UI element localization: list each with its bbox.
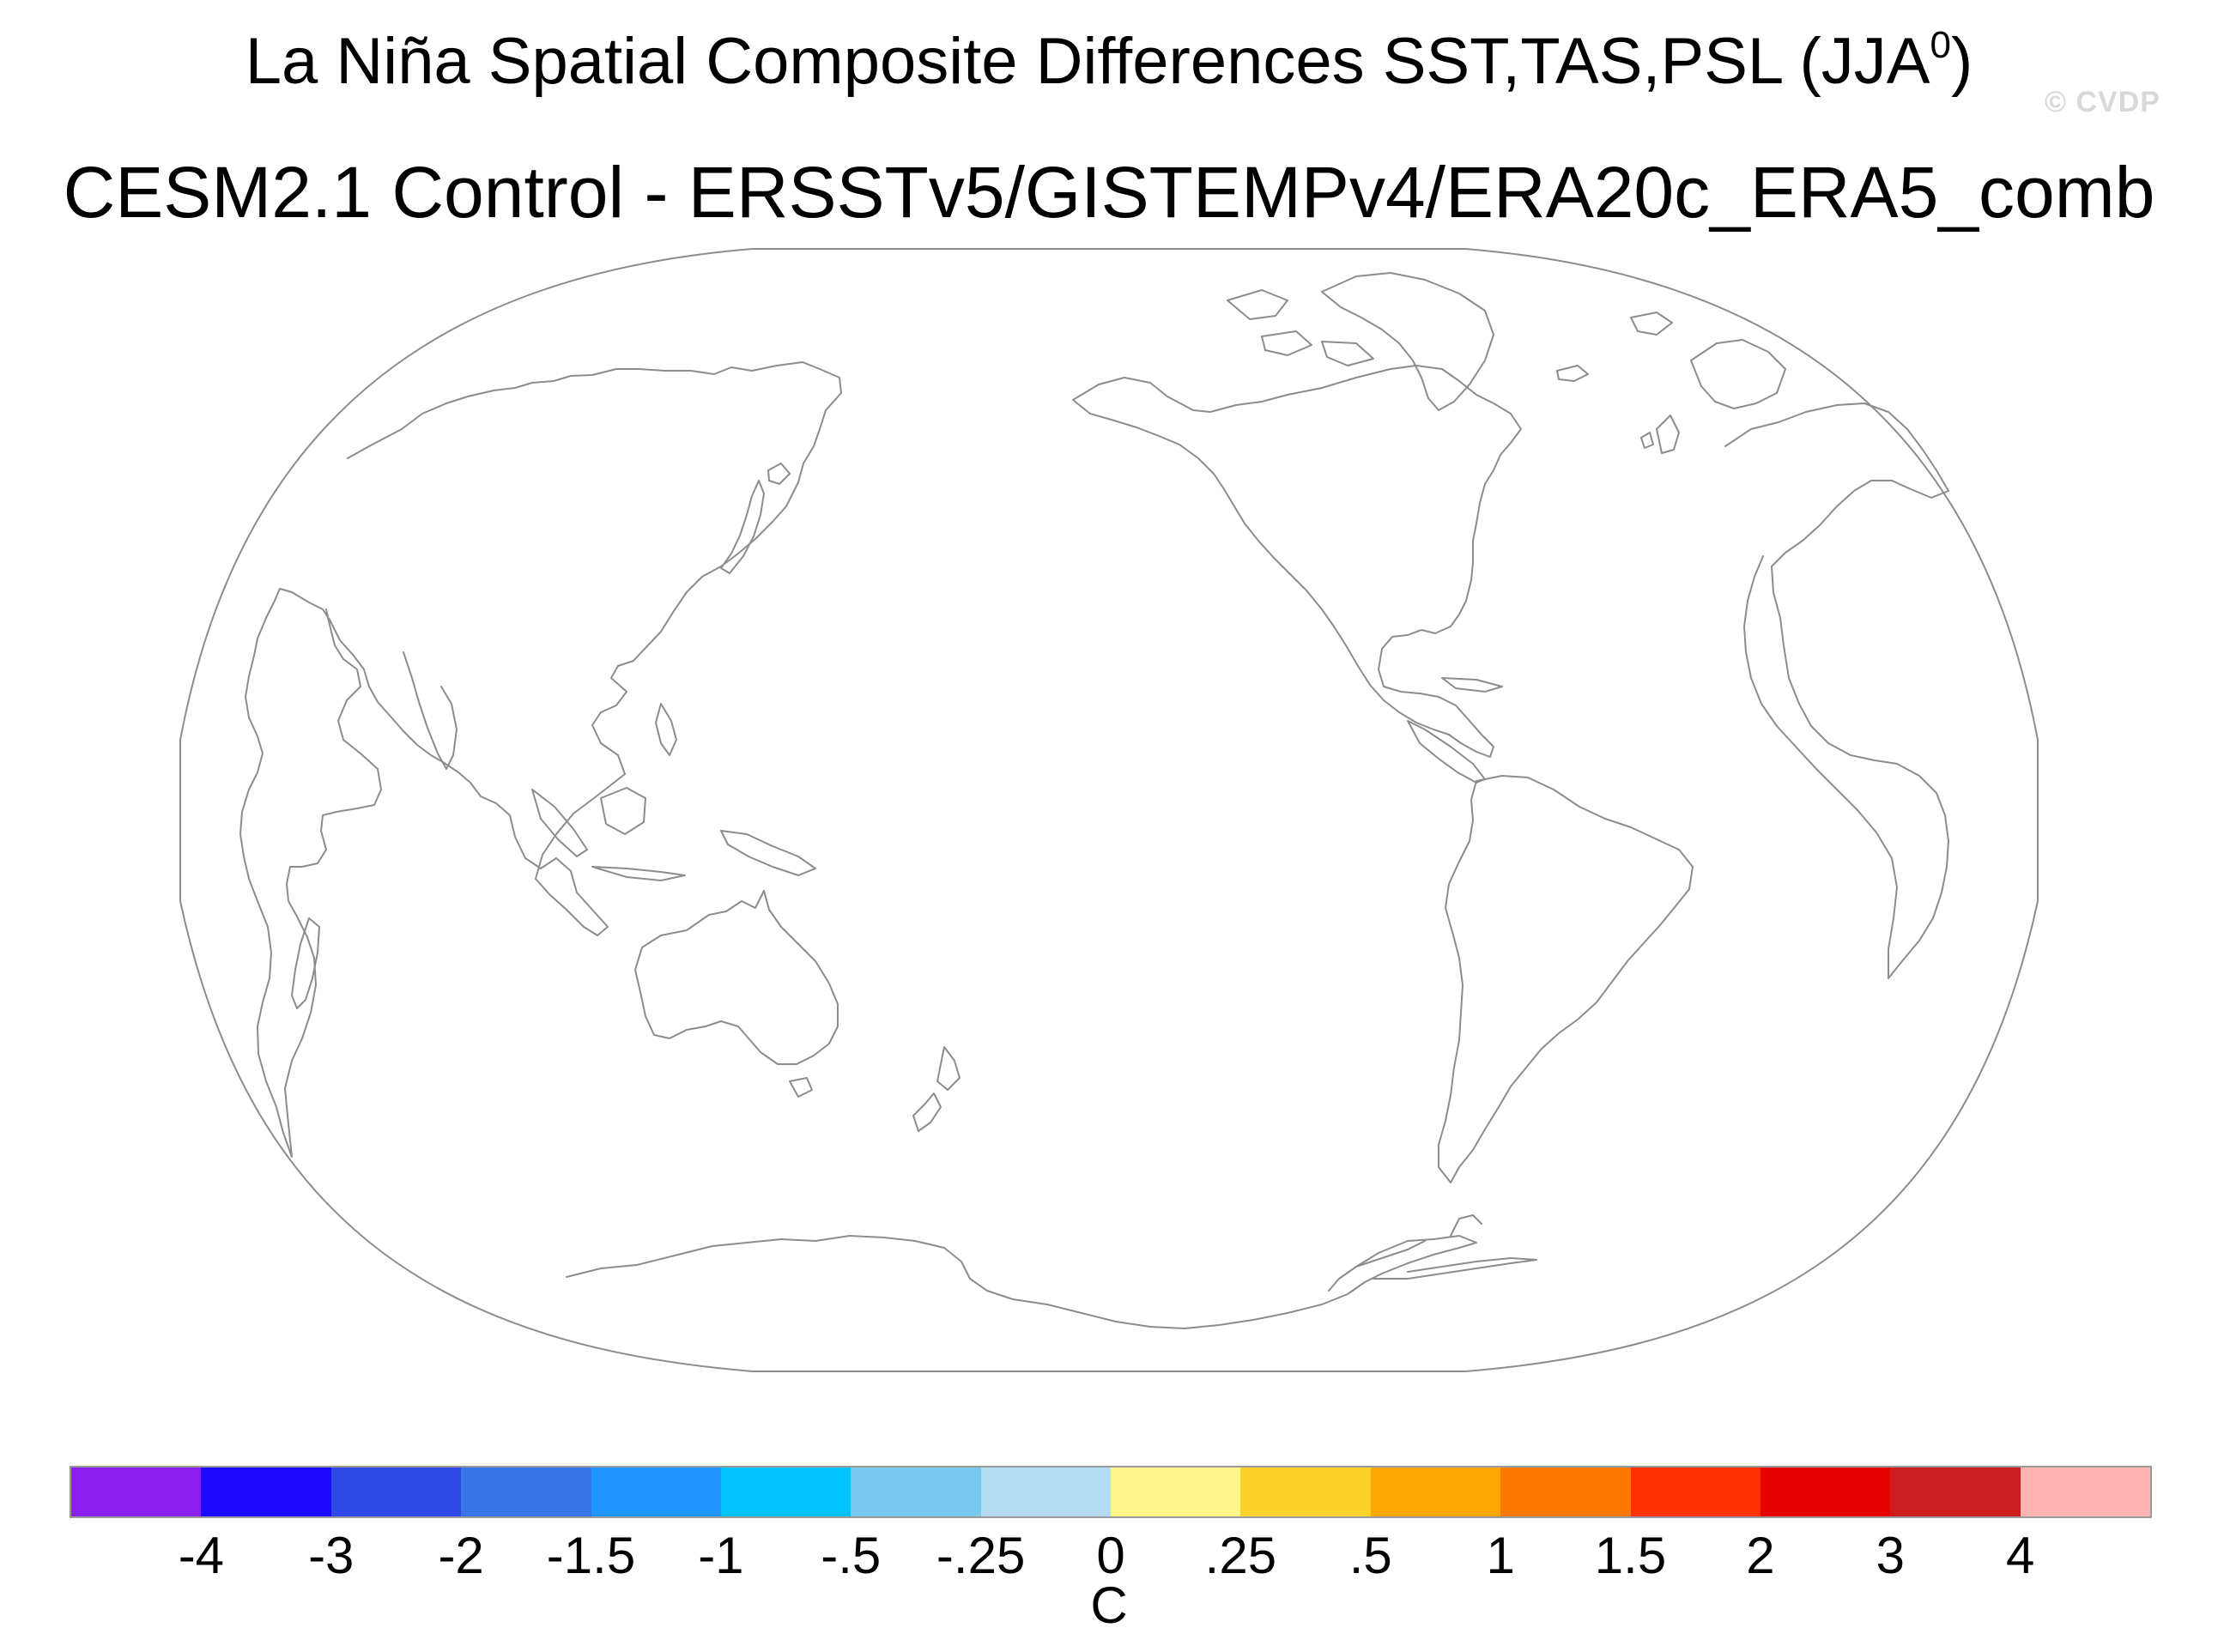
coastline-europe-africa-east (1724, 402, 1949, 979)
colorbar-tick-label: -.5 (821, 1527, 882, 1584)
coastline-cuba (1441, 677, 1503, 693)
coastline-north-america (1072, 365, 1522, 758)
colorbar-box-14 (1890, 1467, 2021, 1516)
colorbar-box-11 (1500, 1467, 1631, 1516)
colorbar-box-8 (1111, 1467, 1241, 1516)
coastline-tasmania (789, 1077, 813, 1098)
colorbar-box-2 (330, 1467, 462, 1516)
coastline-new-zealand (912, 1046, 961, 1132)
colorbar-tick-label: .5 (1348, 1527, 1392, 1584)
colorbar-tick-label: -1.5 (546, 1527, 636, 1584)
coastline-greenland (1321, 272, 1494, 411)
colorbar-box-9 (1240, 1467, 1371, 1516)
coastline-madagascar (291, 917, 320, 1009)
colorbar-box-12 (1630, 1467, 1760, 1516)
colorbar-tick-label: 0 (1096, 1527, 1125, 1584)
coastline-svalbard (1630, 312, 1673, 336)
watermark: © CVDP (2045, 86, 2160, 118)
colorbar-box-15 (2020, 1467, 2150, 1516)
colorbar-tick-label: -1 (698, 1527, 744, 1584)
colorbar-tick-label: -3 (308, 1527, 355, 1584)
chart-title-superscript: 0 (1930, 24, 1951, 66)
coastline-south-america (1438, 775, 1694, 1183)
colorbar-tick-label: .25 (1204, 1527, 1277, 1584)
colorbar-box-6 (851, 1467, 981, 1516)
colorbar-tick-label: 4 (2005, 1527, 2035, 1584)
coastline-japan (720, 480, 765, 574)
coastline-borneo (600, 787, 646, 835)
colorbar-box-5 (720, 1467, 851, 1516)
chart-title: La Niña Spatial Composite Differences SS… (0, 24, 2218, 99)
colorbar-tick-label: -4 (178, 1527, 225, 1584)
coastline-arctic-islands (1227, 289, 1374, 366)
map-boundary (179, 248, 2039, 1372)
coastline-british-isles (1640, 415, 1680, 454)
chart-title-close: ) (1950, 25, 1973, 98)
coastline-philippines (655, 703, 677, 756)
colorbar-box-3 (461, 1467, 591, 1516)
colorbar-box-13 (1760, 1467, 1891, 1516)
colorbar-box-0 (71, 1467, 202, 1516)
colorbar-ticks: -4 -3 -2 -1.5 -1 -.5 -.25 0 .25 .5 1 1.5 2 3 4 (0, 1526, 2218, 1595)
colorbar-box-4 (591, 1467, 721, 1516)
coastline-antarctica (566, 1235, 1537, 1329)
chart-subtitle: CESM2.1 Control - ERSSTv5/GISTEMPv4/ERA2… (63, 152, 2155, 233)
coastline-scandinavia (1690, 339, 1786, 409)
coastline-hokkaido (767, 463, 791, 485)
chart-title-text: La Niña Spatial Composite Differences SS… (245, 25, 1930, 98)
coastline-java (591, 866, 686, 881)
coastline-india (403, 651, 458, 770)
coastline-antarctic-peninsula (1450, 1214, 1482, 1237)
coastline-sumatra (531, 789, 588, 857)
colorbar-tick-label: -2 (438, 1527, 484, 1584)
colorbar (70, 1466, 2152, 1518)
coastline-australia (634, 890, 839, 1065)
coastline-new-guinea (720, 830, 816, 876)
colorbar-tick-label: 3 (1876, 1527, 1905, 1584)
colorbar-tick-label: -.25 (936, 1527, 1026, 1584)
colorbar-unit-label: C (1090, 1576, 1128, 1634)
coastline-central-america (1407, 720, 1486, 784)
colorbar-box-10 (1370, 1467, 1501, 1516)
colorbar-tick-label: 1 (1486, 1527, 1515, 1584)
colorbar-tick-label: 2 (1746, 1527, 1775, 1584)
coastline-eurasia-africa (239, 361, 842, 1158)
colorbar-box-1 (201, 1467, 331, 1516)
colorbar-box-7 (980, 1467, 1111, 1516)
coastlines (239, 272, 1949, 1329)
colorbar-tick-label: 1.5 (1594, 1527, 1667, 1584)
coastline-iceland (1556, 365, 1589, 382)
